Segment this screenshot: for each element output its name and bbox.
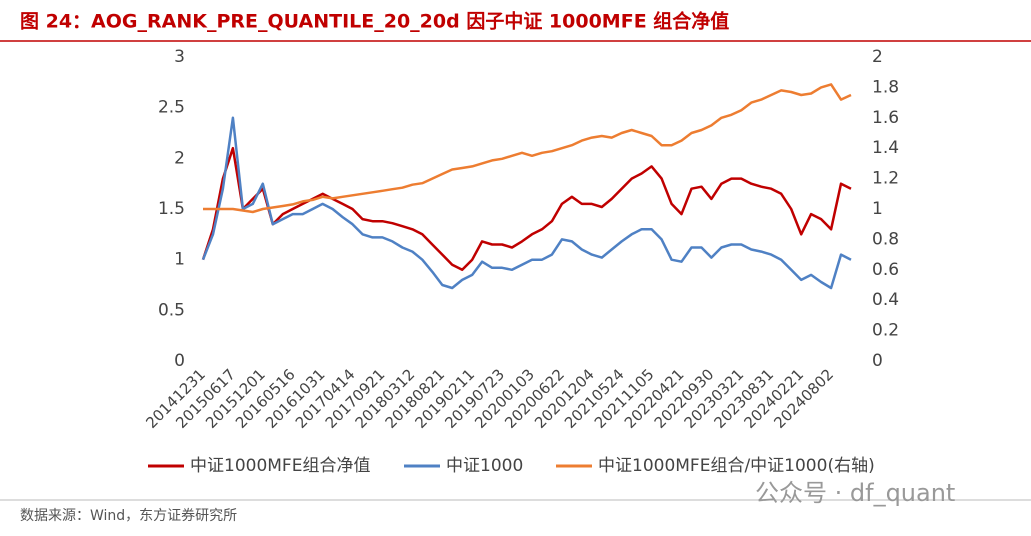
watermark: 公众号 · df_quant — [755, 479, 955, 507]
y-tick-label: 0 — [174, 351, 185, 371]
y-tick-label: 3 — [174, 47, 185, 67]
series-line — [203, 83, 852, 214]
y2-tick-label: 1.8 — [872, 77, 899, 97]
y2-tick-label: 1 — [872, 199, 883, 219]
chart-title: 图 24：AOG_RANK_PRE_QUANTILE_20_20d 因子中证 1… — [20, 10, 729, 33]
legend-label: 中证1000MFE组合/中证1000(右轴) — [598, 456, 875, 476]
legend-label: 中证1000MFE组合净值 — [190, 456, 370, 476]
source: 数据来源：Wind，东方证券研究所 — [20, 508, 237, 524]
y2-tick-label: 2 — [872, 47, 883, 67]
series-line — [201, 116, 852, 290]
y-tick-label: 1 — [174, 250, 185, 270]
y-tick-label: 1.5 — [158, 199, 185, 219]
y2-tick-label: 0.4 — [872, 290, 899, 310]
y2-tick-label: 0.6 — [872, 260, 899, 280]
series-line — [201, 146, 852, 272]
y2-tick-label: 1.6 — [872, 108, 899, 128]
y-tick-label: 2 — [174, 148, 185, 168]
y-tick-label: 2.5 — [158, 98, 185, 118]
y2-tick-label: 0.2 — [872, 321, 899, 341]
y2-tick-label: 0 — [872, 351, 883, 371]
y2-tick-label: 1.2 — [872, 169, 899, 189]
y-tick-label: 0.5 — [158, 300, 185, 320]
y2-tick-label: 0.8 — [872, 229, 899, 249]
legend-label: 中证1000 — [446, 456, 523, 476]
y2-tick-label: 1.4 — [872, 138, 899, 158]
